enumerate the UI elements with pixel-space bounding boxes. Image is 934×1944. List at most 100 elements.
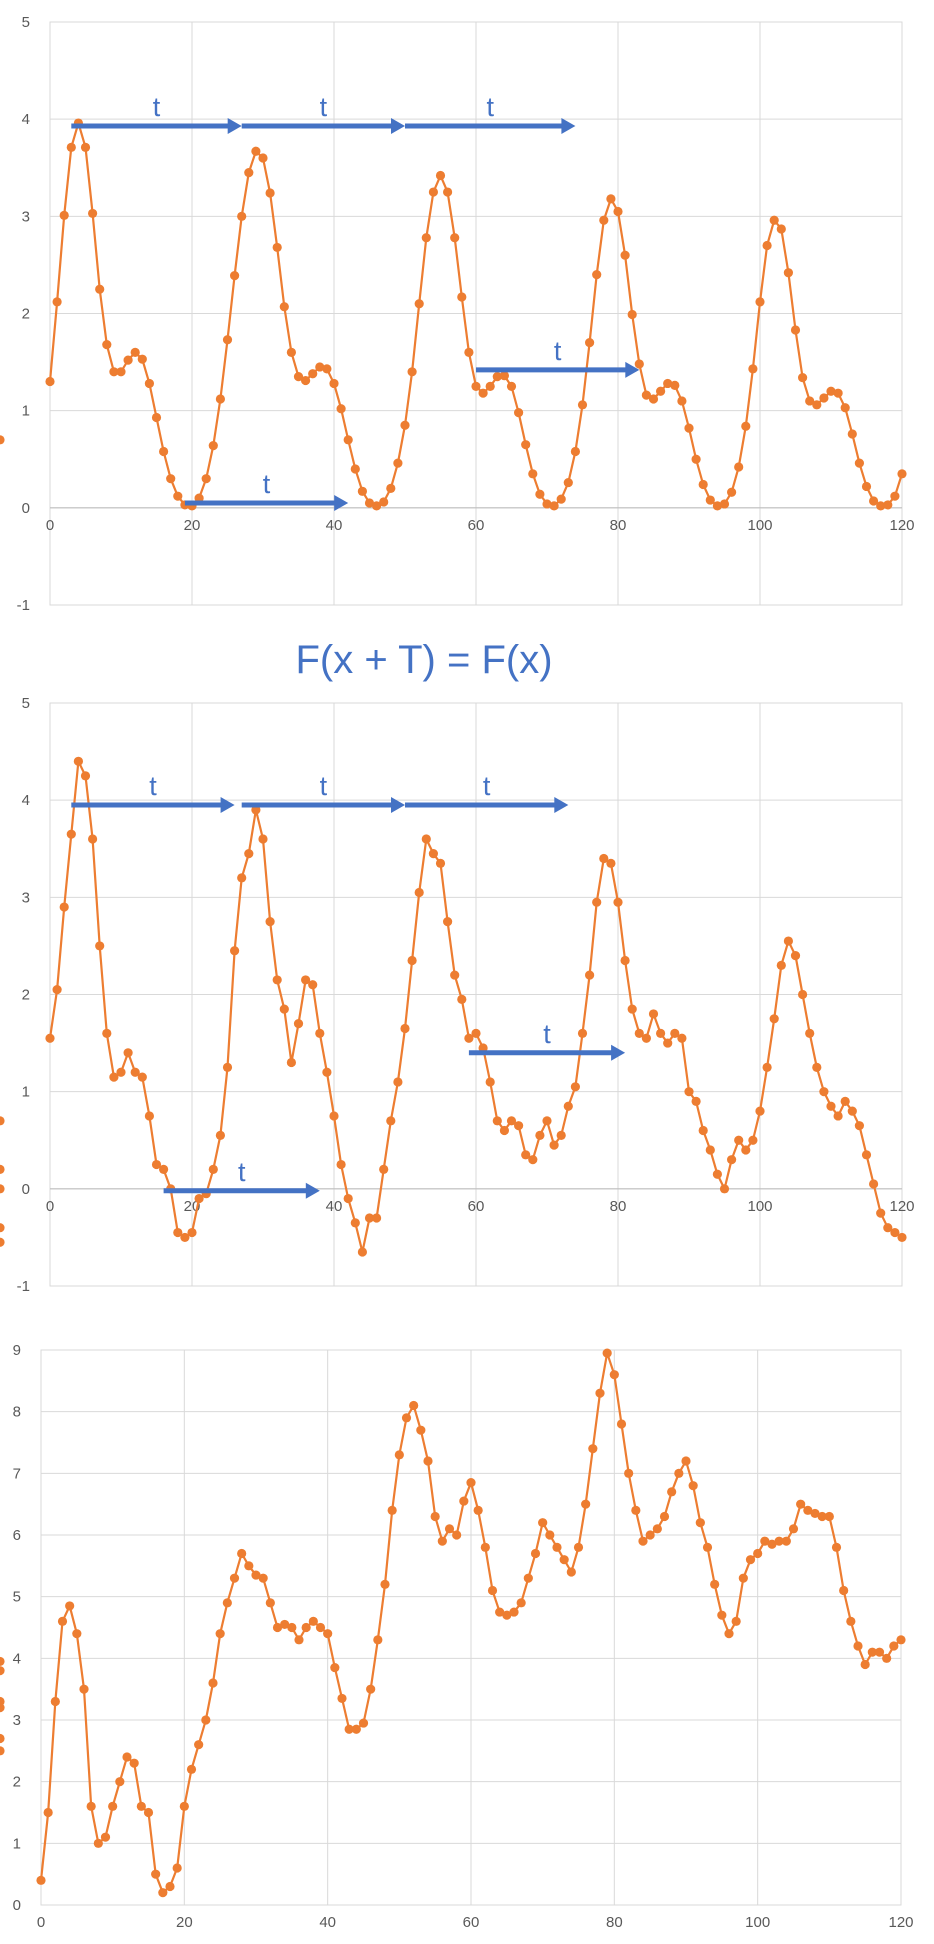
data-point [523,1573,533,1583]
data-point [535,1130,545,1140]
data-point [336,1159,346,1170]
x-tick-label: 40 [326,517,343,534]
data-point [480,1542,490,1552]
period-arrow-head [625,361,640,378]
data-point [492,372,502,382]
data-point [542,1116,552,1126]
data-point [165,1881,175,1892]
data-point [72,1629,82,1639]
data-point [301,1622,311,1633]
data-point [379,1164,389,1174]
data-point [401,1413,412,1423]
data-point [272,1622,283,1633]
data-point [627,309,637,320]
data-point [624,1468,634,1478]
data-point [244,1561,254,1571]
data-point [826,1101,836,1111]
data-point [336,404,346,414]
data-point [592,270,602,280]
data-point [695,1518,705,1528]
data-point [717,1610,727,1620]
data-point [130,1067,140,1077]
data-point [776,960,786,970]
data-point [867,1647,877,1657]
data-point [509,1607,519,1617]
data-point [824,1511,834,1522]
data-point [393,458,403,468]
data-point [790,951,801,961]
data-point [485,381,495,391]
data-point [244,168,254,178]
data-point [627,1004,637,1014]
period-arrow-head [391,117,405,134]
data-point [65,1601,75,1611]
data-point [137,354,147,364]
data-point [73,756,83,766]
data-point [506,1116,517,1126]
data-point [364,1213,375,1223]
data-point [279,1004,289,1014]
data-point [677,1033,687,1043]
data-point [286,1057,296,1068]
data-point [585,970,595,980]
data-point [301,375,311,386]
period-arrow-label: t [486,92,494,122]
period-arrow-label: t [263,469,271,499]
data-point [670,380,680,391]
data-point [883,500,893,510]
data-point [495,1607,505,1617]
data-point [66,142,76,152]
data-point [762,1062,772,1072]
data-point [741,421,751,431]
y-tick-label: -1 [17,1278,30,1295]
data-point [727,487,737,497]
data-point [394,1450,404,1460]
data-point [88,208,98,219]
data-point [435,170,446,181]
period-arrow-label: t [543,1019,551,1049]
period-arrow-head [561,117,576,134]
data-point [663,378,673,389]
data-point [705,1145,715,1155]
data-point [833,388,843,398]
data-point [258,153,268,163]
period-arrow-label: t [554,336,562,366]
data-point [847,429,857,439]
data-point [634,359,644,369]
data-point [705,495,715,505]
data-point [599,215,609,225]
data-point [691,454,701,464]
data-point [538,1518,548,1528]
data-point [116,367,126,377]
data-point [109,367,119,377]
data-point [88,834,98,844]
data-point [840,1096,850,1106]
data-point [251,805,261,815]
data-point [585,338,595,348]
data-point [663,1038,673,1048]
data-point [293,1019,304,1029]
data-point [559,1555,569,1565]
data-point [613,206,623,217]
data-point [315,1028,325,1038]
data-point [783,936,794,946]
data-point [681,1456,691,1466]
data-point [351,1724,361,1734]
data-point [853,1641,863,1651]
data-point [187,1227,197,1238]
data-point [810,1508,820,1519]
data-point [443,187,453,197]
data-point [129,1758,139,1768]
data-point [798,989,808,1000]
data-point [854,458,865,468]
data-point [753,1548,763,1559]
data-point [645,1530,655,1540]
period-arrow-head [220,797,235,814]
data-point [566,1567,576,1577]
x-tick-label: 80 [610,517,627,534]
data-point [144,378,154,389]
x-tick-label: 0 [37,1914,45,1931]
data-point [86,1801,96,1811]
period-arrow-label: t [483,771,491,801]
data-point [201,1715,211,1725]
